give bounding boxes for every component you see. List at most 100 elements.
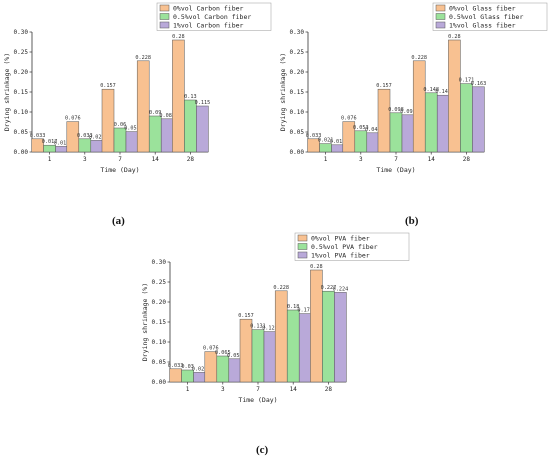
bar-value-label: 0.018 bbox=[330, 139, 346, 145]
bar-value-label: 0.014 bbox=[54, 140, 70, 146]
y-tick-label: 0.05 bbox=[290, 129, 305, 136]
bar bbox=[66, 121, 80, 153]
bar-value-label: 0.048 bbox=[365, 127, 381, 133]
legend-swatch bbox=[435, 13, 446, 20]
bar bbox=[389, 112, 403, 153]
bar-value-label: 0.09 bbox=[149, 110, 162, 116]
legend-label: 0%vol Carbon fiber bbox=[173, 5, 244, 13]
bar-value-label: 0.053 bbox=[353, 125, 369, 131]
legend-swatch bbox=[297, 234, 308, 242]
y-tick-label: 0.15 bbox=[152, 319, 167, 326]
x-axis-title: Time (Day) bbox=[238, 396, 277, 404]
x-tick-label: 14 bbox=[428, 156, 436, 163]
chart-panel-c: 0.00 0.05 0.10 0.15 0.20 0.25 0.30 Drying shrin… bbox=[138, 230, 410, 440]
bar bbox=[196, 105, 209, 153]
chart-panel-b: 0.00 0.05 0.10 0.15 0.20 0.25 0.30 Drying shrin… bbox=[276, 0, 548, 210]
y-tick-label: 0.00 bbox=[14, 149, 29, 156]
bar bbox=[263, 331, 277, 383]
legend-label: 1%vol Glass fiber bbox=[449, 22, 516, 30]
bar-value-label: 0.224 bbox=[333, 286, 349, 292]
chart-a-svg: 0.00 0.05 0.10 0.15 0.20 0.25 0.30 Drying shrin… bbox=[3, 2, 272, 174]
bar-value-label: 0.13 bbox=[184, 94, 197, 100]
bar bbox=[354, 130, 368, 153]
legend-box bbox=[432, 2, 548, 31]
x-tick-label: 28 bbox=[463, 156, 471, 163]
bar bbox=[322, 290, 335, 383]
bar bbox=[193, 372, 206, 383]
y-tick-label: 0.10 bbox=[290, 109, 305, 116]
y-tick-label: 0.05 bbox=[152, 359, 167, 366]
legend-swatch bbox=[297, 243, 308, 250]
y-axis-title: Drying shrinkage (%) bbox=[3, 53, 11, 131]
bar bbox=[377, 88, 391, 153]
legend-box bbox=[294, 232, 410, 261]
caption-b: (b) bbox=[405, 215, 419, 227]
legend-swatch bbox=[159, 4, 170, 12]
bar-value-label: 0.228 bbox=[135, 55, 151, 61]
x-tick-label: 28 bbox=[325, 386, 333, 393]
legend-label: 0.5%vol Carbon fiber bbox=[173, 13, 251, 21]
bar-value-label: 0.024 bbox=[192, 366, 208, 372]
y-tick-label: 0.25 bbox=[14, 49, 29, 56]
bar bbox=[331, 144, 344, 153]
bar-value-label: 0.126 bbox=[262, 326, 278, 332]
bar-value-label: 0.163 bbox=[471, 81, 487, 87]
y-tick-label: 0.30 bbox=[152, 259, 167, 266]
bar-value-label: 0.076 bbox=[341, 116, 357, 122]
x-tick-label: 3 bbox=[83, 156, 87, 163]
bar bbox=[448, 39, 461, 153]
y-tick-label: 0.20 bbox=[152, 299, 167, 306]
x-tick-label: 14 bbox=[290, 386, 298, 393]
bar bbox=[460, 83, 473, 153]
bar bbox=[401, 114, 415, 153]
bar bbox=[78, 138, 92, 153]
legend-label: 0%vol PVA fiber bbox=[311, 235, 370, 243]
legend-box bbox=[156, 2, 272, 31]
bar bbox=[184, 99, 197, 153]
x-tick-label: 1 bbox=[48, 156, 52, 163]
y-axis-title: Drying shrinkage (%) bbox=[279, 53, 287, 131]
bar bbox=[298, 313, 312, 383]
bar-value-label: 0.051 bbox=[124, 126, 140, 132]
legend-swatch bbox=[159, 13, 170, 20]
bar-value-label: 0.157 bbox=[238, 313, 254, 319]
bar bbox=[148, 115, 162, 153]
x-tick-label: 7 bbox=[256, 386, 260, 393]
y-tick-label: 0.25 bbox=[290, 49, 305, 56]
bar-value-label: 0.142 bbox=[435, 89, 451, 95]
bar-value-label: 0.017 bbox=[42, 139, 58, 145]
bar-value-label: 0.131 bbox=[250, 324, 266, 330]
bar-value-label: 0.065 bbox=[215, 350, 231, 356]
bar bbox=[55, 146, 68, 153]
bar-value-label: 0.228 bbox=[411, 55, 427, 61]
y-tick-label: 0.15 bbox=[14, 89, 29, 96]
bar-value-label: 0.28 bbox=[448, 34, 461, 40]
bar-value-label: 0.076 bbox=[203, 346, 219, 352]
bar bbox=[436, 94, 450, 153]
x-tick-label: 14 bbox=[152, 156, 160, 163]
bar-value-label: 0.157 bbox=[100, 83, 116, 89]
bar bbox=[101, 88, 115, 153]
bar-value-label: 0.06 bbox=[114, 122, 127, 128]
bar-value-label: 0.076 bbox=[65, 116, 81, 122]
bar bbox=[424, 92, 438, 153]
bar-value-label: 0.021 bbox=[318, 138, 334, 144]
y-tick-label: 0.00 bbox=[290, 149, 305, 156]
bar bbox=[125, 131, 139, 153]
legend-swatch bbox=[435, 4, 446, 12]
bar-value-label: 0.093 bbox=[400, 109, 416, 115]
y-tick-label: 0.20 bbox=[290, 69, 305, 76]
bar-value-label: 0.171 bbox=[459, 78, 475, 84]
bar bbox=[412, 60, 426, 153]
x-tick-label: 7 bbox=[394, 156, 398, 163]
x-tick-label: 28 bbox=[187, 156, 195, 163]
bar bbox=[274, 290, 288, 383]
x-tick-label: 7 bbox=[118, 156, 122, 163]
bar bbox=[169, 368, 182, 383]
chart-b-svg: 0.00 0.05 0.10 0.15 0.20 0.25 0.30 Drying shrin… bbox=[279, 2, 548, 174]
y-axis-title: Drying shrinkage (%) bbox=[141, 283, 149, 361]
chart-c-svg: 0.00 0.05 0.10 0.15 0.20 0.25 0.30 Drying shrin… bbox=[141, 232, 410, 404]
bar-value-label: 0.115 bbox=[195, 100, 211, 106]
y-tick-label: 0.30 bbox=[290, 29, 305, 36]
x-axis-title: Time (Day) bbox=[100, 166, 139, 174]
